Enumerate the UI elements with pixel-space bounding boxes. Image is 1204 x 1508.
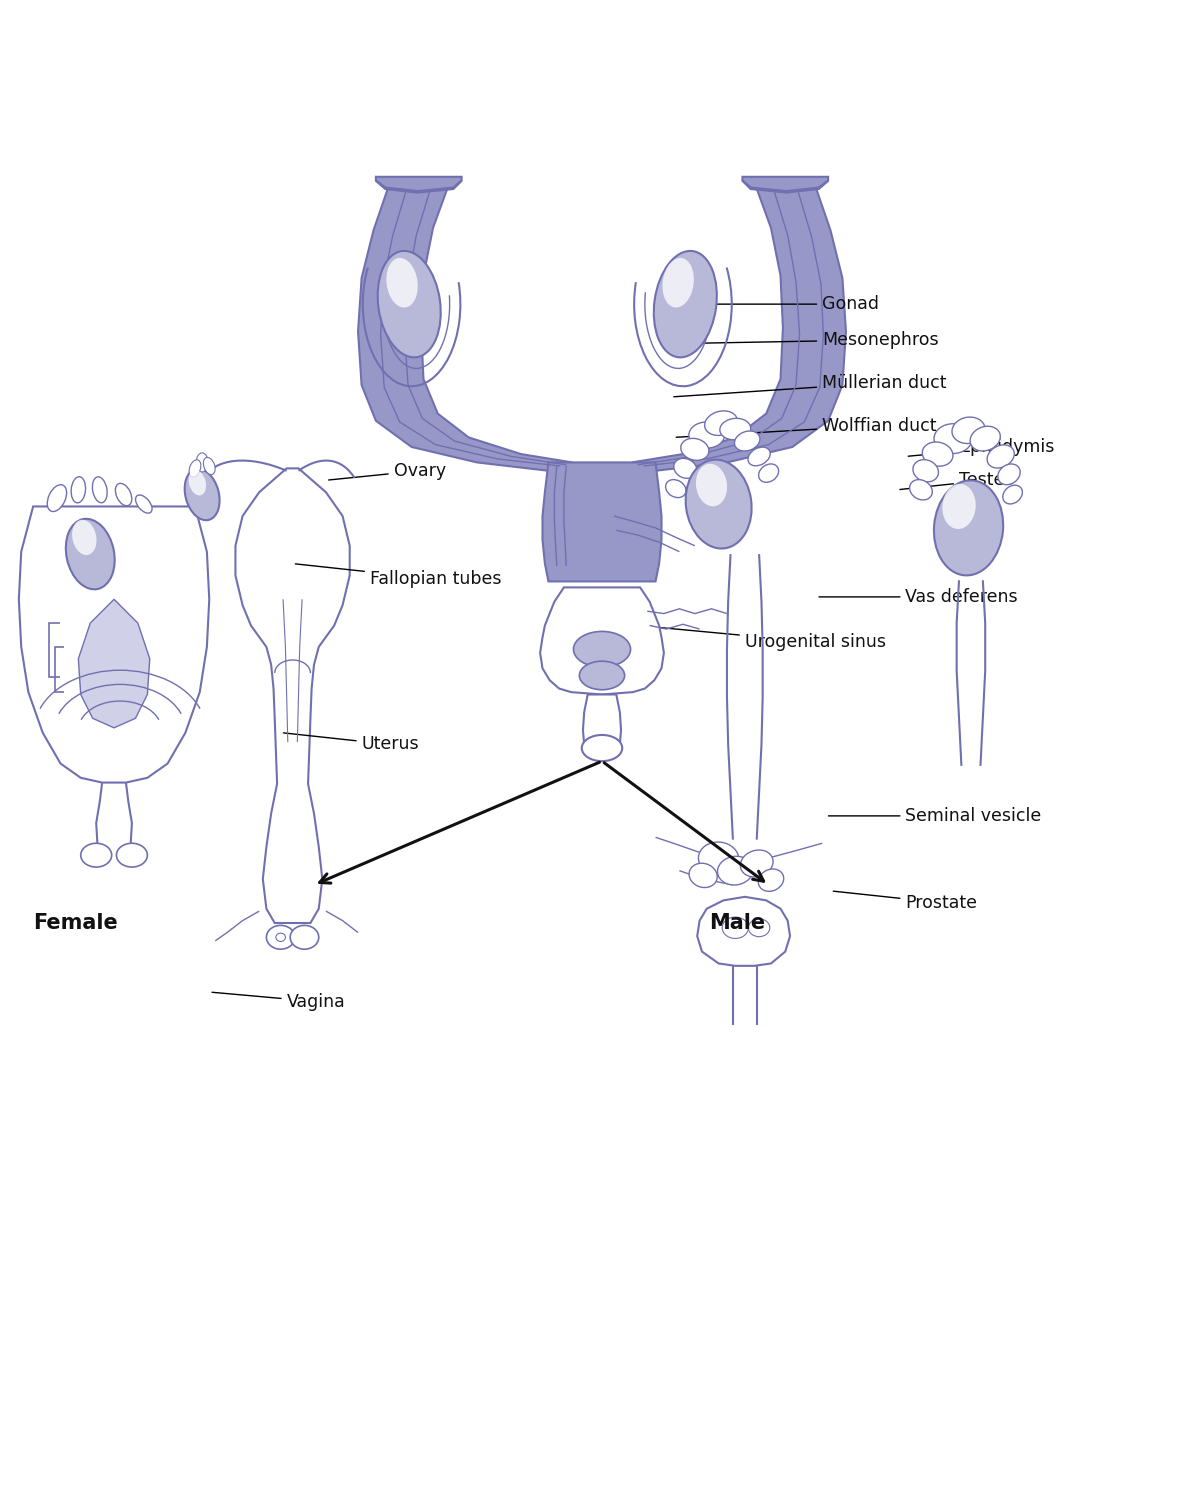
Text: Fallopian tubes: Fallopian tubes bbox=[295, 564, 501, 588]
Ellipse shape bbox=[81, 843, 112, 867]
Text: Epididymis: Epididymis bbox=[908, 437, 1055, 457]
Ellipse shape bbox=[689, 863, 718, 888]
PathPatch shape bbox=[583, 695, 621, 745]
Ellipse shape bbox=[666, 480, 686, 498]
PathPatch shape bbox=[543, 463, 661, 582]
Text: Vagina: Vagina bbox=[212, 992, 346, 1010]
Ellipse shape bbox=[184, 469, 219, 520]
Text: Urogenital sinus: Urogenital sinus bbox=[641, 626, 886, 651]
Ellipse shape bbox=[674, 458, 697, 478]
Ellipse shape bbox=[47, 484, 66, 511]
Ellipse shape bbox=[704, 410, 737, 436]
Text: Gonad: Gonad bbox=[694, 296, 879, 314]
Ellipse shape bbox=[943, 484, 975, 529]
Text: Seminal vesicle: Seminal vesicle bbox=[828, 807, 1041, 825]
Ellipse shape bbox=[71, 477, 85, 502]
Ellipse shape bbox=[203, 457, 216, 475]
Ellipse shape bbox=[909, 480, 932, 501]
Ellipse shape bbox=[189, 460, 201, 477]
Ellipse shape bbox=[662, 258, 694, 308]
Ellipse shape bbox=[266, 926, 295, 949]
Ellipse shape bbox=[720, 418, 751, 440]
Ellipse shape bbox=[748, 446, 771, 466]
PathPatch shape bbox=[632, 188, 846, 470]
Ellipse shape bbox=[685, 460, 751, 549]
Ellipse shape bbox=[582, 734, 622, 762]
PathPatch shape bbox=[376, 176, 461, 192]
Text: Müllerian duct: Müllerian duct bbox=[674, 374, 946, 397]
Ellipse shape bbox=[934, 424, 972, 454]
Ellipse shape bbox=[1003, 486, 1022, 504]
Ellipse shape bbox=[189, 470, 206, 496]
Text: Male: Male bbox=[709, 912, 766, 933]
Ellipse shape bbox=[698, 841, 739, 876]
Ellipse shape bbox=[654, 250, 716, 357]
Ellipse shape bbox=[734, 431, 760, 451]
Text: Mesonephros: Mesonephros bbox=[690, 330, 939, 348]
Ellipse shape bbox=[913, 460, 938, 483]
Ellipse shape bbox=[718, 857, 752, 885]
PathPatch shape bbox=[78, 599, 149, 728]
PathPatch shape bbox=[358, 188, 572, 470]
Ellipse shape bbox=[987, 445, 1014, 467]
Text: Female: Female bbox=[34, 912, 118, 933]
Ellipse shape bbox=[196, 452, 208, 472]
Text: Wolffian duct: Wolffian duct bbox=[677, 416, 937, 437]
Ellipse shape bbox=[970, 427, 1001, 451]
Ellipse shape bbox=[689, 422, 725, 448]
Ellipse shape bbox=[696, 464, 727, 507]
Ellipse shape bbox=[93, 477, 107, 502]
Ellipse shape bbox=[66, 519, 114, 590]
Ellipse shape bbox=[922, 442, 952, 466]
Text: Vas deferens: Vas deferens bbox=[819, 588, 1019, 606]
Ellipse shape bbox=[759, 464, 779, 483]
Ellipse shape bbox=[386, 258, 418, 308]
Ellipse shape bbox=[378, 250, 441, 357]
PathPatch shape bbox=[743, 176, 828, 192]
PathPatch shape bbox=[697, 897, 790, 965]
Ellipse shape bbox=[998, 464, 1020, 484]
Ellipse shape bbox=[680, 439, 709, 460]
PathPatch shape bbox=[19, 507, 209, 783]
Ellipse shape bbox=[290, 926, 319, 949]
PathPatch shape bbox=[236, 469, 349, 923]
Ellipse shape bbox=[934, 481, 1003, 576]
Ellipse shape bbox=[136, 495, 152, 513]
Text: Ovary: Ovary bbox=[329, 461, 445, 480]
Text: Uterus: Uterus bbox=[283, 733, 419, 754]
Ellipse shape bbox=[952, 418, 985, 443]
Ellipse shape bbox=[117, 843, 147, 867]
Ellipse shape bbox=[579, 661, 625, 689]
Ellipse shape bbox=[116, 484, 131, 505]
Ellipse shape bbox=[740, 851, 773, 878]
PathPatch shape bbox=[541, 588, 663, 695]
Text: Prostate: Prostate bbox=[833, 891, 978, 912]
Text: Testes: Testes bbox=[899, 472, 1014, 490]
Ellipse shape bbox=[72, 520, 96, 555]
Ellipse shape bbox=[573, 632, 631, 667]
Ellipse shape bbox=[759, 869, 784, 891]
